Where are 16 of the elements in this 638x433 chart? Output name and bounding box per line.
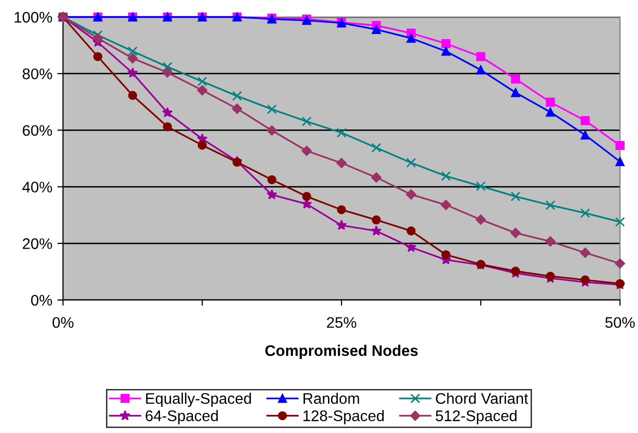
x-tick-label: 50% <box>605 317 635 328</box>
legend-label: 128-Spaced <box>303 410 384 424</box>
legend-label: Equally-Spaced <box>146 392 251 407</box>
legend-label: Random <box>304 392 360 404</box>
y-tick-label: 40% <box>22 182 52 192</box>
x-axis-title: Compromised Nodes <box>265 344 418 360</box>
y-tick-label: 20% <box>22 238 52 250</box>
y-tick-label: 0% <box>31 294 52 306</box>
x-tick-label: 0% <box>52 317 74 328</box>
x-tick-label: 25% <box>326 317 356 328</box>
y-tick-label: 80% <box>22 68 52 80</box>
legend-label: 512-Spaced <box>436 410 517 424</box>
legend-label: 64-Spaced <box>146 410 218 424</box>
y-tick-label: 100% <box>14 12 52 23</box>
legend-label: Chord Variant <box>436 392 528 404</box>
y-tick-label: 60% <box>22 125 52 136</box>
